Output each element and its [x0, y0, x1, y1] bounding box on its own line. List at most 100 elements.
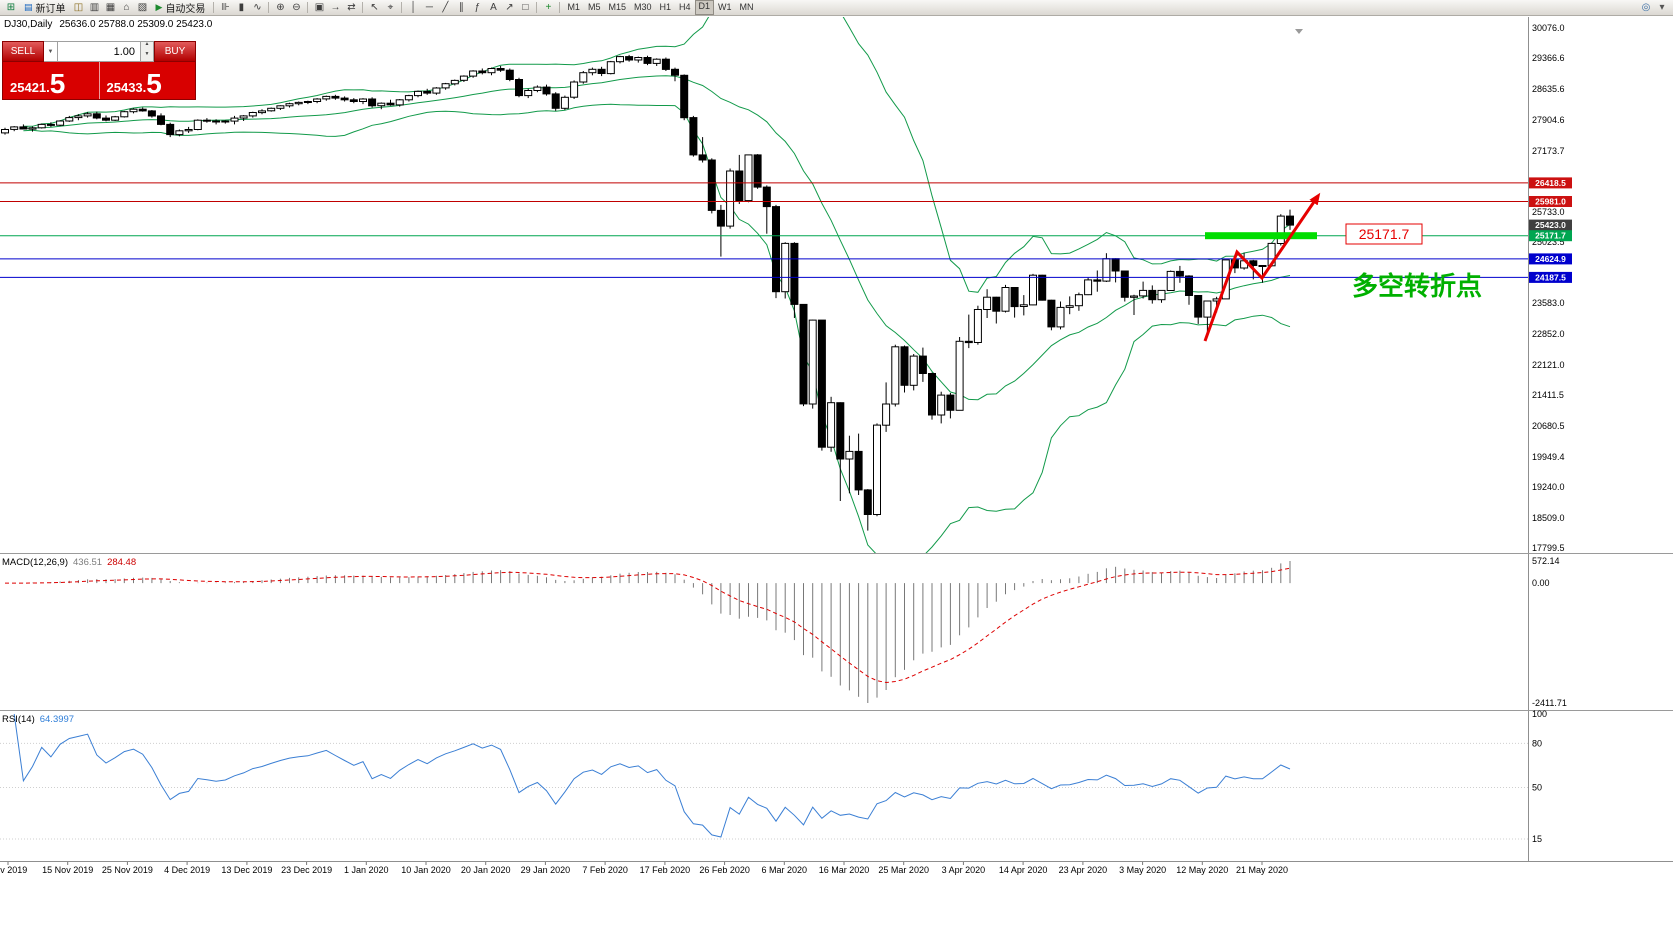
volume-stepper[interactable]: ▲ ▼ [141, 41, 154, 62]
auto-trading-button-label: 自动交易 [165, 4, 206, 15]
date-label: 1 Jan 2020 [344, 865, 389, 875]
timeframe-m30[interactable]: M30 [633, 2, 652, 12]
arrow-tool-icon[interactable]: ↗ [505, 1, 514, 13]
toolbar-separator [362, 2, 364, 13]
bar-chart-type-icon[interactable]: ⊪ [221, 1, 230, 13]
dropdown-arrow-icon: ▼ [47, 48, 54, 55]
price-tag [1529, 219, 1572, 231]
price-tick: 19949.4 [1532, 452, 1565, 462]
toolbar: ⊞ ▤ 新订单 ◫ ▥ ▦ ⌂ ▧ ▶ 自动交易 ⊪ ▮ ∿ ⊕ ⊖ ▣ → ⇄ ↖ ⌖ │ ─ ╱ ∥ ƒ A ↗ □ + M1 M5 M1… [0, 0, 1673, 16]
date-label: 6 Mar 2020 [762, 865, 808, 875]
ask-price-main: 25433. [106, 80, 147, 95]
date-label: 23 Dec 2019 [281, 865, 332, 875]
ask-price[interactable]: 25433. 5 [100, 62, 196, 99]
data-window-icon[interactable]: ▦ [105, 1, 116, 13]
price-tag [1529, 271, 1572, 283]
tile-windows-icon[interactable]: ▣ [314, 1, 325, 13]
svg-text:24624.9: 24624.9 [1535, 254, 1566, 264]
panel-toggle-icon[interactable]: ▾ [1659, 1, 1665, 13]
toolbar-separator [268, 2, 270, 13]
new-order-button[interactable]: ▤ 新订单 [19, 1, 71, 15]
crosshair-icon[interactable]: ⌖ [387, 1, 394, 13]
market-watch-icon[interactable]: ▥ [89, 1, 100, 13]
terminal-icon[interactable]: ▧ [137, 1, 148, 13]
level-annotation-text: 25171.7 [1359, 226, 1410, 242]
date-label: 4 Dec 2019 [164, 865, 210, 875]
shapes-tool-icon[interactable]: □ [522, 1, 529, 13]
candlestick-type-icon[interactable]: ▮ [238, 1, 245, 13]
svg-text:25981.0: 25981.0 [1535, 197, 1566, 207]
fibonacci-icon[interactable]: ƒ [474, 1, 481, 13]
price-tick: 25023.5 [1532, 237, 1565, 247]
price-tick: 21411.5 [1532, 390, 1564, 400]
navigator-icon[interactable]: ⌂ [123, 1, 130, 13]
timeframe-m1[interactable]: M1 [567, 2, 580, 12]
volume-dropdown[interactable]: ▼ [44, 41, 58, 62]
timeframe-m5[interactable]: M5 [587, 2, 601, 12]
bid-price-main: 25421. [10, 80, 50, 95]
toolbar-separator [401, 2, 403, 13]
trendline-icon[interactable]: ╱ [442, 1, 449, 13]
macd-label: MACD(12,26,9) 436.51 284.48 [2, 557, 136, 568]
turning-point-note: 多空转折点 [1352, 271, 1482, 301]
price-tick: 27173.7 [1532, 146, 1565, 156]
date-label: 16 Mar 2020 [819, 865, 870, 875]
price-tick: 27904.6 [1532, 115, 1565, 125]
price-tick: 18509.0 [1532, 513, 1565, 523]
zoom-in-icon[interactable]: ⊕ [276, 1, 285, 13]
volume-up-icon[interactable]: ▲ [144, 41, 150, 47]
price-tick: 23583.0 [1532, 298, 1565, 308]
vertical-line-icon[interactable]: │ [410, 1, 417, 13]
trend-arrow[interactable] [1203, 192, 1321, 342]
macd-tick: 572.14 [1532, 556, 1560, 566]
svg-text:25171.7: 25171.7 [1535, 231, 1566, 241]
bid-price[interactable]: 25421. 5 [3, 62, 99, 99]
volume-down-icon[interactable]: ▼ [144, 50, 150, 57]
axis-layer: 30076.0 29366.6 28635.6 27904.6 27173.7 25733… [0, 17, 1673, 875]
sell-button[interactable]: SELL [2, 41, 44, 62]
date-label: 3 Apr 2020 [942, 865, 986, 875]
text-tool-icon[interactable]: A [490, 1, 497, 13]
cursor-icon[interactable]: ↖ [370, 1, 379, 13]
line-chart-type-icon[interactable]: ∿ [253, 1, 262, 13]
volume-input[interactable]: 1.00 [58, 41, 141, 62]
chart-shift-icon[interactable]: ⇄ [347, 1, 356, 13]
timeframe-h1[interactable]: H1 [659, 2, 672, 12]
indicators-icon[interactable]: + [545, 1, 552, 13]
level-annotation-box[interactable] [1345, 223, 1423, 245]
price-tick: 20680.5 [1532, 421, 1565, 431]
timeframe-m15[interactable]: M15 [608, 2, 626, 12]
new-chart-icon[interactable]: ⊞ [6, 1, 16, 13]
buy-button[interactable]: BUY [154, 41, 196, 62]
svg-text:24187.5: 24187.5 [1535, 272, 1566, 282]
chart-window[interactable]: 30076.0 29366.6 28635.6 27904.6 27173.7 25733… [0, 17, 1673, 944]
chart-shift-marker [1295, 29, 1303, 34]
chart-svg[interactable]: 30076.0 29366.6 28635.6 27904.6 27173.7 25733… [0, 17, 1673, 944]
zoom-out-icon[interactable]: ⊖ [292, 1, 301, 13]
timeframe-h4[interactable]: H4 [679, 2, 691, 12]
candles-layer [1, 17, 1294, 553]
channel-icon[interactable]: ∥ [458, 1, 464, 13]
rsi-tick: 15 [1532, 834, 1542, 844]
auto-scroll-icon[interactable]: → [330, 1, 341, 13]
support-highlight[interactable] [1205, 232, 1317, 240]
search-icon[interactable]: ◎ [1641, 1, 1651, 13]
auto-trading-button[interactable]: ▶ 自动交易 [151, 1, 211, 15]
timeframe-d1[interactable]: D1 [694, 0, 715, 15]
timeframe-mn[interactable]: MN [739, 2, 754, 12]
date-label: 14 Apr 2020 [999, 865, 1048, 875]
chart-profiles-icon[interactable]: ◫ [73, 1, 84, 13]
date-label: 20 Jan 2020 [461, 865, 511, 875]
price-tick: 25733.0 [1532, 207, 1565, 217]
date-label: 12 May 2020 [1176, 865, 1228, 875]
toolbar-separator [536, 2, 538, 13]
ask-price-big-digit: 5 [146, 68, 162, 99]
symbol-ohlc-label: DJ30,Daily 25636.0 25788.0 25309.0 25423.… [4, 19, 213, 30]
date-label: 15 Nov 2019 [42, 865, 93, 875]
price-tag [1529, 196, 1572, 207]
macd-layer [5, 561, 1291, 703]
rsi-layer [13, 713, 1291, 838]
timeframe-w1[interactable]: W1 [718, 2, 732, 12]
horizontal-line-icon[interactable]: ─ [425, 1, 433, 13]
toolbar-separator [307, 2, 309, 13]
